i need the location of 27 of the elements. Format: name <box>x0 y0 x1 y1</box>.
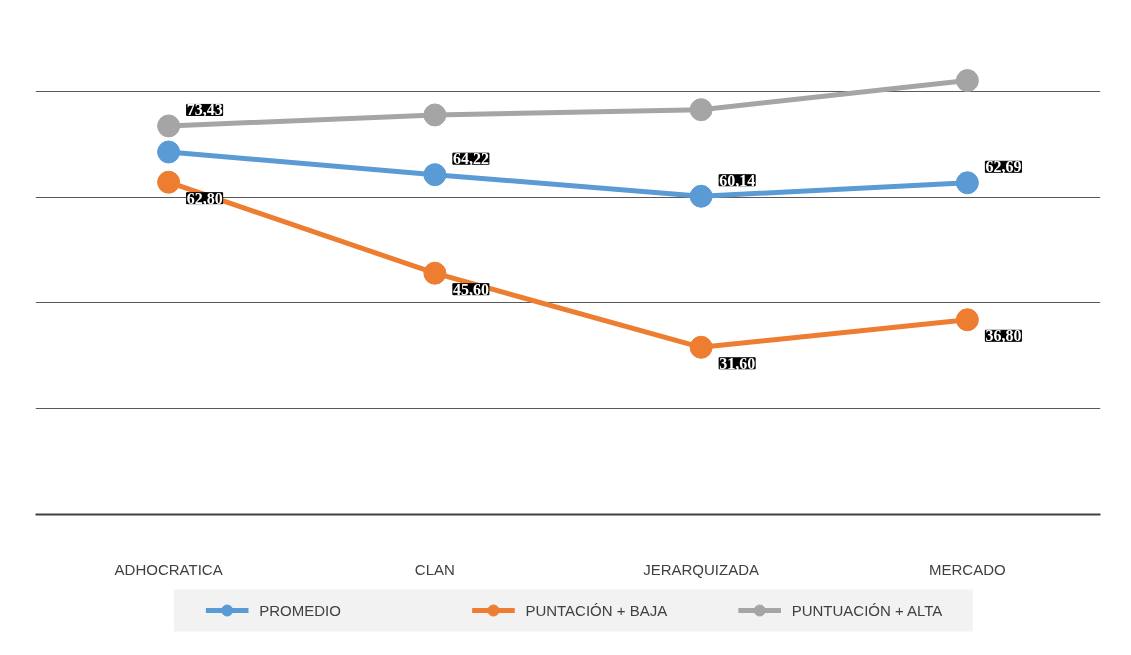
point <box>157 114 181 138</box>
legend-label: PUNTACIÓN + BAJA <box>525 602 668 619</box>
data-label: 45,60 <box>452 280 489 298</box>
point <box>955 171 979 195</box>
data-label: 73,43 <box>186 101 223 119</box>
data-label: 64,22 <box>452 150 489 168</box>
x-tick-label: ADHOCRATICA <box>114 560 223 578</box>
point <box>157 170 181 194</box>
data-label: 62,69 <box>985 158 1022 176</box>
data-label: 62,80 <box>186 189 223 207</box>
x-tick-label: JERARQUIZADA <box>643 560 760 578</box>
point <box>689 184 713 208</box>
point <box>157 140 181 164</box>
point <box>423 103 447 127</box>
point <box>423 163 447 187</box>
point <box>955 69 979 93</box>
point <box>955 308 979 332</box>
x-tick-label: CLAN <box>414 560 455 578</box>
point <box>423 261 447 285</box>
legend-label: PUNTUACIÓN + ALTA <box>791 602 943 619</box>
data-label: 31,60 <box>719 354 756 372</box>
point <box>689 98 713 122</box>
x-tick-label: MERCADO <box>929 560 1006 578</box>
data-label: 60,14 <box>719 171 756 189</box>
data-label: 36,80 <box>985 327 1022 345</box>
point <box>689 335 713 359</box>
legend-label: PROMEDIO <box>259 602 341 619</box>
